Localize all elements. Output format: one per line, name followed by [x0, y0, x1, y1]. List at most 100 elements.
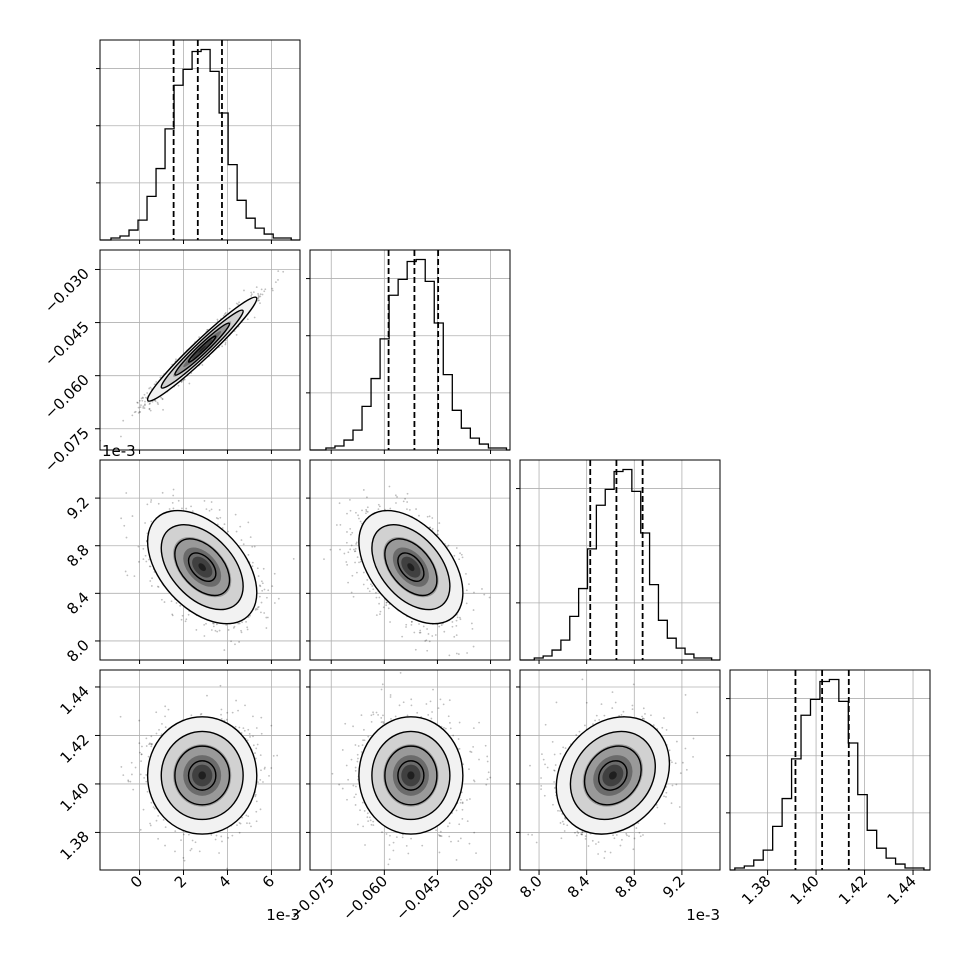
sample-point [256, 608, 259, 611]
sample-point [241, 621, 244, 624]
sample-point [164, 715, 166, 718]
contour-2 [160, 524, 244, 611]
sample-point [149, 822, 151, 825]
sample-point [223, 313, 226, 315]
sample-point [440, 624, 443, 626]
sample-point [203, 500, 206, 502]
sample-point [224, 312, 227, 314]
sample-point [488, 596, 491, 599]
sample-point [225, 624, 228, 626]
sample-point [230, 640, 232, 643]
sample-point [232, 626, 235, 629]
sample-point [426, 649, 429, 652]
sample-point [465, 602, 468, 605]
sample-point [262, 567, 265, 570]
sample-point [234, 513, 237, 516]
sample-point [365, 510, 368, 513]
sample-point [216, 318, 219, 321]
density-level [198, 345, 206, 353]
sample-point [375, 614, 378, 616]
sample-point [226, 711, 229, 714]
sample-point [177, 384, 180, 387]
contour-0 [397, 552, 425, 582]
sample-point [258, 295, 260, 298]
sample-point [179, 604, 182, 607]
sample-point [142, 406, 145, 409]
sample-point [153, 383, 156, 386]
sample-point [215, 517, 218, 519]
sample-point [362, 583, 365, 586]
sample-point [123, 524, 126, 527]
sample-point [351, 574, 354, 577]
sample-point [350, 544, 353, 547]
hist-panel-2 [516, 459, 721, 661]
sample-point [224, 343, 227, 346]
sample-point [243, 666, 245, 668]
sample-point [465, 573, 467, 575]
sample-point [349, 533, 352, 536]
sample-point [366, 510, 369, 513]
density-level [198, 563, 206, 572]
sample-point [174, 830, 177, 833]
sample-point [265, 596, 268, 599]
sample-point [137, 406, 140, 409]
sample-point [240, 539, 243, 541]
sample-point [260, 611, 262, 614]
sample-point [261, 582, 264, 585]
sample-point [122, 774, 125, 777]
sample-point [263, 767, 266, 770]
sample-point [428, 515, 431, 518]
sample-point [151, 743, 153, 746]
sample-point [148, 565, 151, 568]
sample-point [259, 302, 261, 305]
sample-point [258, 584, 261, 587]
sample-point [243, 289, 245, 292]
hist-panel-3-grid [767, 670, 914, 870]
hist-frame-0 [99, 39, 301, 241]
sample-point [257, 575, 260, 577]
sample-point [157, 502, 160, 505]
sample-point [405, 626, 407, 628]
sample-point [124, 570, 127, 573]
sample-point [277, 279, 279, 281]
sample-point [131, 515, 134, 517]
histogram-0 [100, 48, 300, 241]
sample-point [168, 508, 171, 510]
sample-point [141, 399, 144, 402]
hist-panel-0 [96, 39, 301, 241]
sample-point [148, 407, 151, 410]
sample-point [138, 719, 141, 722]
sample-point [220, 717, 223, 720]
density-frame-1-2 [309, 459, 511, 661]
sample-point [366, 496, 368, 499]
sample-point [443, 630, 446, 633]
sample-point [358, 517, 360, 520]
sample-point [216, 630, 219, 633]
sample-point [154, 400, 157, 403]
sample-point [447, 544, 450, 547]
sample-point [343, 552, 346, 555]
sample-point [163, 601, 166, 603]
sample-point [180, 618, 183, 621]
sample-point [134, 766, 137, 769]
sample-point [349, 548, 352, 551]
sample-point [426, 628, 428, 630]
sample-point [468, 583, 470, 586]
sample-point [120, 435, 122, 438]
sample-point [438, 625, 441, 628]
sample-point [273, 602, 276, 604]
sample-point [419, 629, 422, 632]
sample-point [266, 616, 269, 619]
sample-point [122, 419, 125, 422]
sample-point [247, 553, 250, 556]
sample-point [259, 295, 262, 298]
sample-point [139, 411, 142, 413]
sample-point [453, 554, 456, 557]
sample-point [388, 485, 391, 488]
sample-point [465, 589, 468, 592]
sample-point [431, 635, 434, 637]
sample-point [190, 847, 193, 850]
hist-panel-1-grid [330, 250, 491, 450]
sample-point [271, 287, 274, 290]
sample-point [255, 607, 258, 610]
